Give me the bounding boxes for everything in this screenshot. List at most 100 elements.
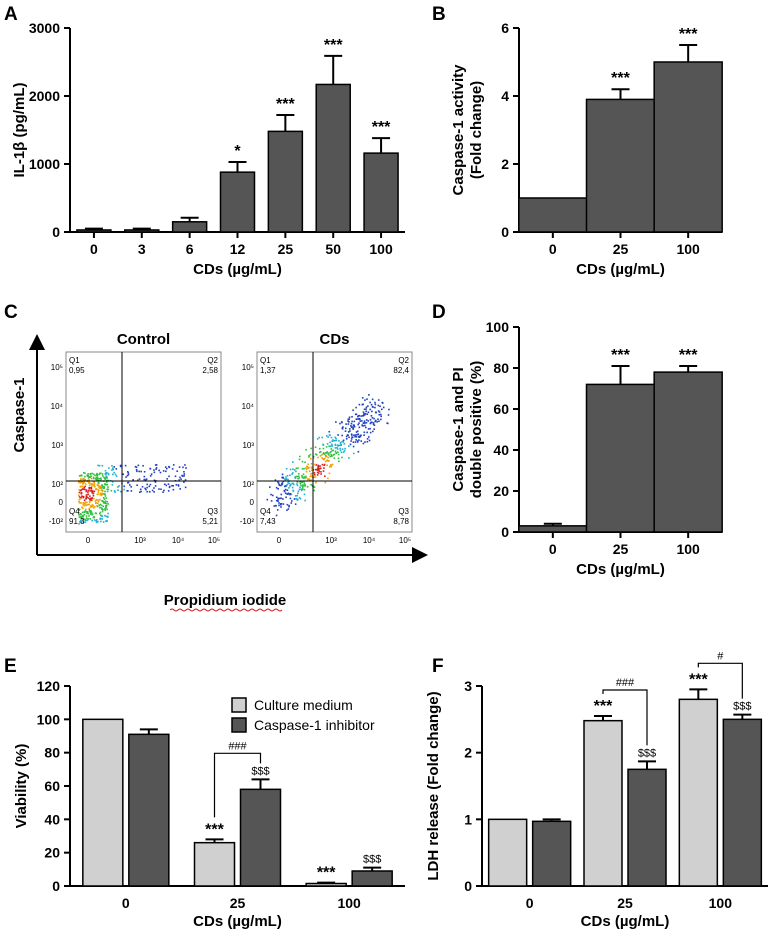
flow-event-dot [94, 500, 97, 502]
y-tick-label: 0 [52, 224, 60, 240]
y-tick-label: 2 [501, 156, 509, 172]
flow-event-dot [339, 422, 341, 425]
flow-event-dot [80, 474, 83, 477]
flow-event-dot [352, 409, 354, 412]
flow-event-dot [83, 488, 86, 491]
flow-event-dot [83, 504, 86, 507]
x-axis-label: CDs (µg/mL) [576, 561, 665, 578]
flow-event-dot [115, 475, 118, 478]
flow-event-dot [175, 484, 178, 486]
flow-event-dot [289, 485, 291, 487]
flow-event-dot [355, 418, 358, 421]
flow-event-dot [143, 475, 146, 478]
flow-event-dot [89, 511, 92, 514]
flow-event-dot [304, 477, 306, 479]
flow-event-dot [102, 497, 105, 499]
flow-event-dot [81, 485, 84, 488]
flow-event-dot [376, 421, 378, 423]
flow-event-dot [90, 475, 92, 478]
flow-event-dot [107, 472, 110, 475]
flow-event-dot [91, 497, 94, 499]
x-tick-label: 12 [230, 241, 246, 257]
flow-event-dot [317, 472, 320, 474]
flow-event-dot [98, 512, 101, 515]
flow-event-dot [79, 482, 82, 484]
flow-event-dot [84, 472, 86, 474]
flow-event-dot [292, 489, 294, 492]
flow-event-dot [305, 475, 307, 478]
flow-event-dot [286, 489, 289, 492]
flow-event-dot [144, 479, 147, 482]
flow-event-dot [340, 444, 343, 447]
flow-event-dot [281, 473, 284, 476]
flow-event-dot [101, 515, 104, 518]
flow-event-dot [99, 506, 101, 509]
flow-event-dot [79, 474, 82, 477]
flow-event-dot [138, 478, 141, 480]
flow-event-dot [113, 466, 116, 468]
flow-event-dot [362, 425, 364, 427]
bar-culture-medium [193, 841, 236, 887]
flow-event-dot [357, 415, 360, 417]
flow-event-dot [320, 454, 323, 456]
flow-event-dot [279, 503, 282, 505]
flow-event-dot [288, 505, 290, 508]
flow-event-dot [303, 493, 306, 496]
flow-event-dot [375, 419, 377, 422]
flow-event-dot [101, 510, 104, 513]
flow-event-dot [270, 493, 272, 496]
flow-event-dot [335, 439, 338, 442]
flow-event-dot [322, 452, 325, 455]
flow-event-dot [341, 456, 343, 459]
flow-event-dot [365, 426, 367, 429]
flow-event-dot [99, 503, 102, 506]
flow-event-dot [172, 464, 175, 466]
flow-event-dot [341, 427, 344, 429]
flow-event-dot [84, 483, 87, 485]
flow-event-dot [301, 476, 304, 479]
flow-event-dot [293, 469, 296, 471]
flow-event-dot [370, 403, 373, 406]
flow-event-dot [316, 468, 319, 471]
flow-event-dot [378, 413, 381, 416]
y-tick-label: 60 [44, 778, 60, 794]
flow-event-dot [112, 473, 114, 476]
flow-event-dot [311, 475, 313, 477]
flow-event-dot [85, 496, 88, 498]
flow-event-dot [127, 481, 129, 484]
flow-event-dot [118, 485, 120, 487]
flow-event-dot [307, 463, 309, 466]
significance-label: $$$ [363, 854, 381, 866]
flow-event-dot [88, 484, 91, 487]
flow-y-tick-label: 10⁴ [242, 402, 255, 411]
flow-event-dot [88, 508, 91, 511]
flow-event-dot [319, 465, 321, 467]
flow-event-dot [365, 408, 367, 410]
flow-event-dot [151, 489, 154, 492]
flow-event-dot [266, 498, 269, 501]
flow-event-dot [293, 498, 296, 500]
y-tick-label: 2 [464, 745, 472, 761]
flow-event-dot [371, 421, 373, 424]
flow-event-dot [177, 484, 180, 486]
flow-event-dot [96, 502, 99, 505]
flow-event-dot [330, 465, 333, 468]
flow-event-dot [326, 464, 328, 467]
flow-event-dot [341, 448, 344, 450]
y-tick-label: 1000 [29, 156, 60, 172]
flow-event-dot [364, 412, 367, 415]
flow-event-dot [85, 489, 88, 491]
flow-event-dot [183, 481, 185, 483]
flow-cytometry-panel: Caspase-1 Propidium iodide ControlQ10,95… [11, 331, 428, 612]
flow-event-dot [91, 503, 94, 506]
flow-event-dot [329, 451, 332, 454]
flow-event-dot [78, 494, 80, 497]
bar [124, 229, 160, 233]
flow-event-dot [102, 487, 105, 490]
flow-event-dot [119, 464, 122, 467]
flow-event-dot [352, 445, 355, 448]
flow-event-dot [171, 484, 173, 487]
flow-event-dot [304, 484, 306, 486]
flow-event-dot [338, 460, 340, 463]
flow-event-dot [104, 502, 107, 504]
